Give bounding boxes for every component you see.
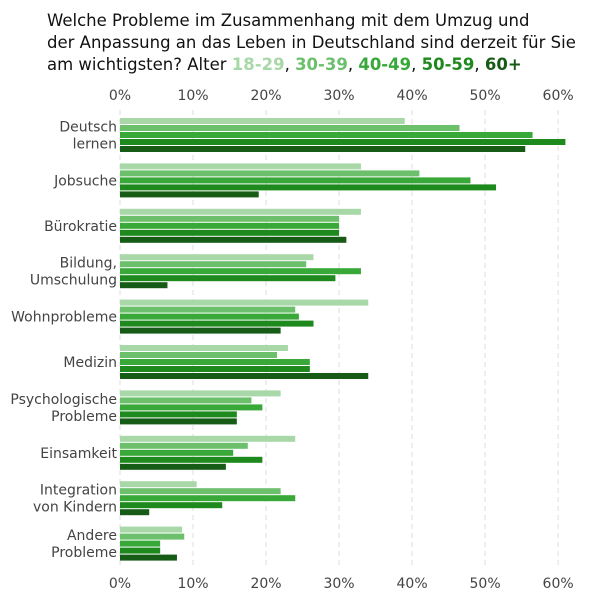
bar bbox=[120, 359, 310, 365]
x-tick-label-bottom: 60% bbox=[543, 576, 574, 592]
x-tick-label-top: 30% bbox=[323, 88, 354, 104]
bar bbox=[120, 299, 369, 306]
bar bbox=[120, 229, 340, 236]
x-tick-label-bottom: 40% bbox=[397, 576, 428, 592]
category-label: Psychologische bbox=[10, 392, 117, 408]
x-tick-label-top: 50% bbox=[470, 88, 501, 104]
bar bbox=[120, 132, 533, 138]
category-label: Wohnprobleme bbox=[11, 310, 117, 326]
category-label: Andere bbox=[67, 528, 117, 544]
bar bbox=[120, 327, 281, 334]
legend-age-30-39: 30-39 bbox=[295, 55, 348, 74]
bar bbox=[120, 208, 361, 215]
bar bbox=[120, 345, 288, 351]
category-label: von Kindern bbox=[33, 500, 117, 516]
bar bbox=[120, 170, 420, 177]
bar bbox=[120, 146, 526, 152]
bar bbox=[120, 236, 347, 243]
x-tick-label-bottom: 30% bbox=[323, 576, 354, 592]
bar bbox=[120, 509, 150, 516]
bar bbox=[120, 320, 314, 327]
category-label: Bürokratie bbox=[44, 219, 117, 235]
category-label: Probleme bbox=[51, 409, 117, 425]
bar bbox=[120, 418, 237, 425]
bar bbox=[120, 177, 471, 184]
bar bbox=[120, 118, 405, 124]
bar bbox=[120, 488, 281, 495]
bar bbox=[120, 373, 369, 379]
x-tick-label-top: 10% bbox=[177, 88, 208, 104]
bar bbox=[120, 481, 197, 488]
bar bbox=[120, 526, 183, 533]
bar bbox=[120, 282, 168, 289]
bar bbox=[120, 547, 161, 554]
category-label: lernen bbox=[73, 137, 117, 153]
bar bbox=[120, 456, 263, 463]
category-label: Jobsuche bbox=[53, 173, 117, 189]
bar bbox=[120, 163, 361, 170]
bar bbox=[120, 352, 277, 358]
x-tick-label-top: 0% bbox=[109, 88, 131, 104]
category-label: Einsamkeit bbox=[40, 446, 117, 462]
legend-age-40-49: 40-49 bbox=[358, 55, 412, 74]
bar bbox=[120, 261, 307, 268]
category-label: Bildung, bbox=[60, 256, 117, 272]
category-label: Integration bbox=[40, 483, 117, 499]
category-label: Probleme bbox=[51, 545, 117, 561]
x-tick-label-top: 60% bbox=[543, 88, 574, 104]
bar bbox=[120, 125, 460, 131]
bar bbox=[120, 554, 177, 561]
bar bbox=[120, 442, 248, 449]
bar bbox=[120, 540, 161, 547]
bar bbox=[120, 435, 296, 442]
x-tick-label-top: 40% bbox=[397, 88, 428, 104]
legend-age-18-29: 18-29 bbox=[231, 55, 285, 74]
bar bbox=[120, 397, 252, 404]
bar bbox=[120, 390, 281, 397]
bar bbox=[120, 463, 226, 470]
bar bbox=[120, 184, 497, 191]
bar bbox=[120, 222, 340, 229]
x-tick-label-bottom: 10% bbox=[177, 576, 208, 592]
bar bbox=[120, 313, 299, 320]
bar bbox=[120, 533, 185, 540]
bar bbox=[120, 139, 566, 145]
legend-age-50-59: 50-59 bbox=[421, 55, 475, 74]
bar bbox=[120, 366, 310, 372]
legend-age-60-plus: 60+ bbox=[484, 55, 522, 74]
category-label: Umschulung bbox=[30, 273, 117, 289]
x-tick-label-top: 20% bbox=[250, 88, 281, 104]
bar bbox=[120, 449, 234, 456]
bar bbox=[120, 275, 336, 282]
title-line-1: Welche Probleme im Zusammenhang mit dem … bbox=[47, 11, 530, 30]
x-tick-label-bottom: 0% bbox=[109, 576, 131, 592]
title-line-2: der Anpassung an das Leben in Deutschlan… bbox=[47, 33, 576, 52]
bar bbox=[120, 495, 296, 502]
bar bbox=[120, 254, 314, 261]
title-line-3: am wichtigsten? Alter bbox=[47, 55, 227, 74]
bar bbox=[120, 191, 259, 198]
bar bbox=[120, 502, 223, 509]
bar bbox=[120, 404, 263, 411]
bar bbox=[120, 215, 340, 222]
chart-title: Welche Probleme im Zusammenhang mit dem … bbox=[47, 11, 576, 74]
bar bbox=[120, 306, 296, 313]
x-tick-label-bottom: 20% bbox=[250, 576, 281, 592]
bar bbox=[120, 268, 361, 275]
category-label: Deutsch bbox=[59, 120, 117, 136]
x-tick-label-bottom: 50% bbox=[470, 576, 501, 592]
category-label: Medizin bbox=[63, 355, 117, 371]
bar bbox=[120, 411, 237, 418]
